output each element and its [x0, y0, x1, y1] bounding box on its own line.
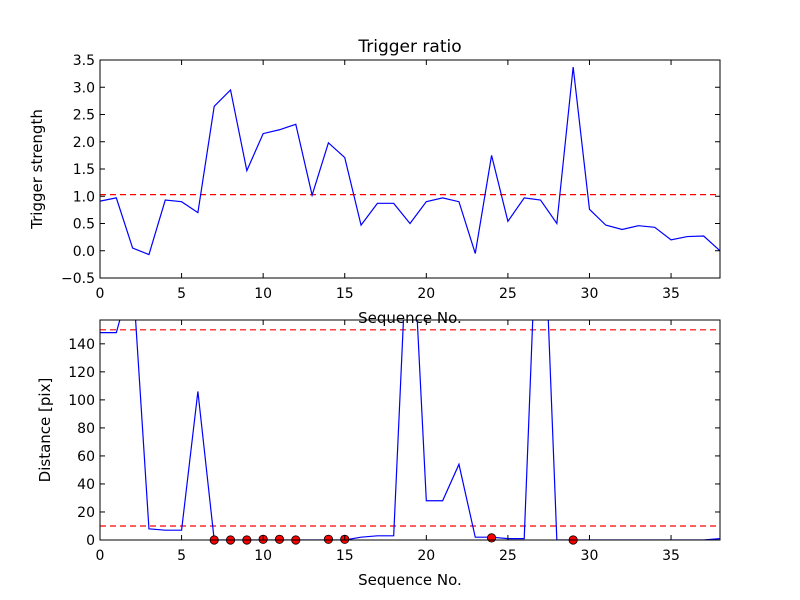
top-x-tick-label-0: 0 [96, 286, 105, 302]
bottom-marker-point-4 [274, 534, 285, 544]
bottom-x-tick-label-1: 5 [177, 548, 186, 564]
top-x-tick-label-7: 35 [662, 286, 680, 302]
top-x-tick-label-5: 25 [499, 286, 517, 302]
bottom-x-axis-label: Sequence No. [358, 571, 462, 589]
top-y-tick-label-8: 3.5 [73, 53, 95, 69]
bottom-y-axis-label: Distance [pix] [36, 378, 54, 483]
top-y-tick-label-7: 3.0 [73, 80, 95, 96]
bottom-x-tick-label-4: 20 [417, 548, 435, 564]
bottom-y-tick-label-7: 140 [68, 337, 95, 353]
bottom-x-tick-label-7: 35 [662, 548, 680, 564]
distance-panel: 0 5 10 15 20 25 30 35 0 20 40 60 80 100 120 140 Sequence… [36, 319, 721, 589]
bottom-y-tick-label-5: 100 [68, 393, 95, 409]
bottom-y-tick-label-6: 120 [68, 365, 95, 381]
top-x-tick-label-1: 5 [177, 286, 186, 302]
bottom-x-tick-label-6: 30 [581, 548, 599, 564]
top-y-tick-label-6: 2.5 [73, 108, 95, 124]
bottom-y-tick-label-0: 0 [86, 533, 95, 549]
bottom-axes-frame [99, 319, 721, 541]
top-x-tick-label-4: 20 [417, 286, 435, 302]
bottom-x-tick-label-5: 25 [499, 548, 517, 564]
bottom-y-tick-label-1: 20 [77, 505, 95, 521]
bottom-x-tick-label-3: 15 [336, 548, 354, 564]
top-y-tick-label-2: 0.5 [73, 217, 95, 233]
trigger-ratio-panel: 0 5 10 15 20 25 30 35 −0.5 0.0 0.5 1.0 1.5 2.0 2.5 3.0 3… [28, 37, 721, 327]
bottom-series-line-0 [100, 320, 720, 540]
bottom-marker-point-8 [486, 533, 497, 543]
top-x-tick-label-2: 10 [254, 286, 272, 302]
top-x-axis-label: Sequence No. [358, 309, 462, 327]
top-x-tick-label-3: 15 [336, 286, 354, 302]
top-x-tick-label-6: 30 [581, 286, 599, 302]
top-series-line-0 [100, 67, 720, 256]
top-y-tick-label-5: 2.0 [73, 135, 95, 151]
top-y-axis-label: Trigger strength [28, 109, 46, 230]
top-y-tick-label-3: 1.0 [73, 189, 95, 205]
bottom-x-tick-label-2: 10 [254, 548, 272, 564]
top-y-tick-label-0: −0.5 [61, 271, 95, 287]
bottom-x-tick-label-0: 0 [96, 548, 105, 564]
top-chart-title: Trigger ratio [357, 37, 461, 57]
bottom-y-tick-label-3: 60 [77, 449, 95, 465]
bottom-marker-point-6 [323, 534, 334, 544]
bottom-y-tick-label-4: 80 [77, 421, 95, 437]
top-axes-frame [99, 59, 721, 279]
bottom-y-tick-label-2: 40 [77, 477, 95, 493]
top-y-tick-label-1: 0.0 [73, 244, 95, 260]
top-y-tick-label-4: 1.5 [73, 162, 95, 178]
